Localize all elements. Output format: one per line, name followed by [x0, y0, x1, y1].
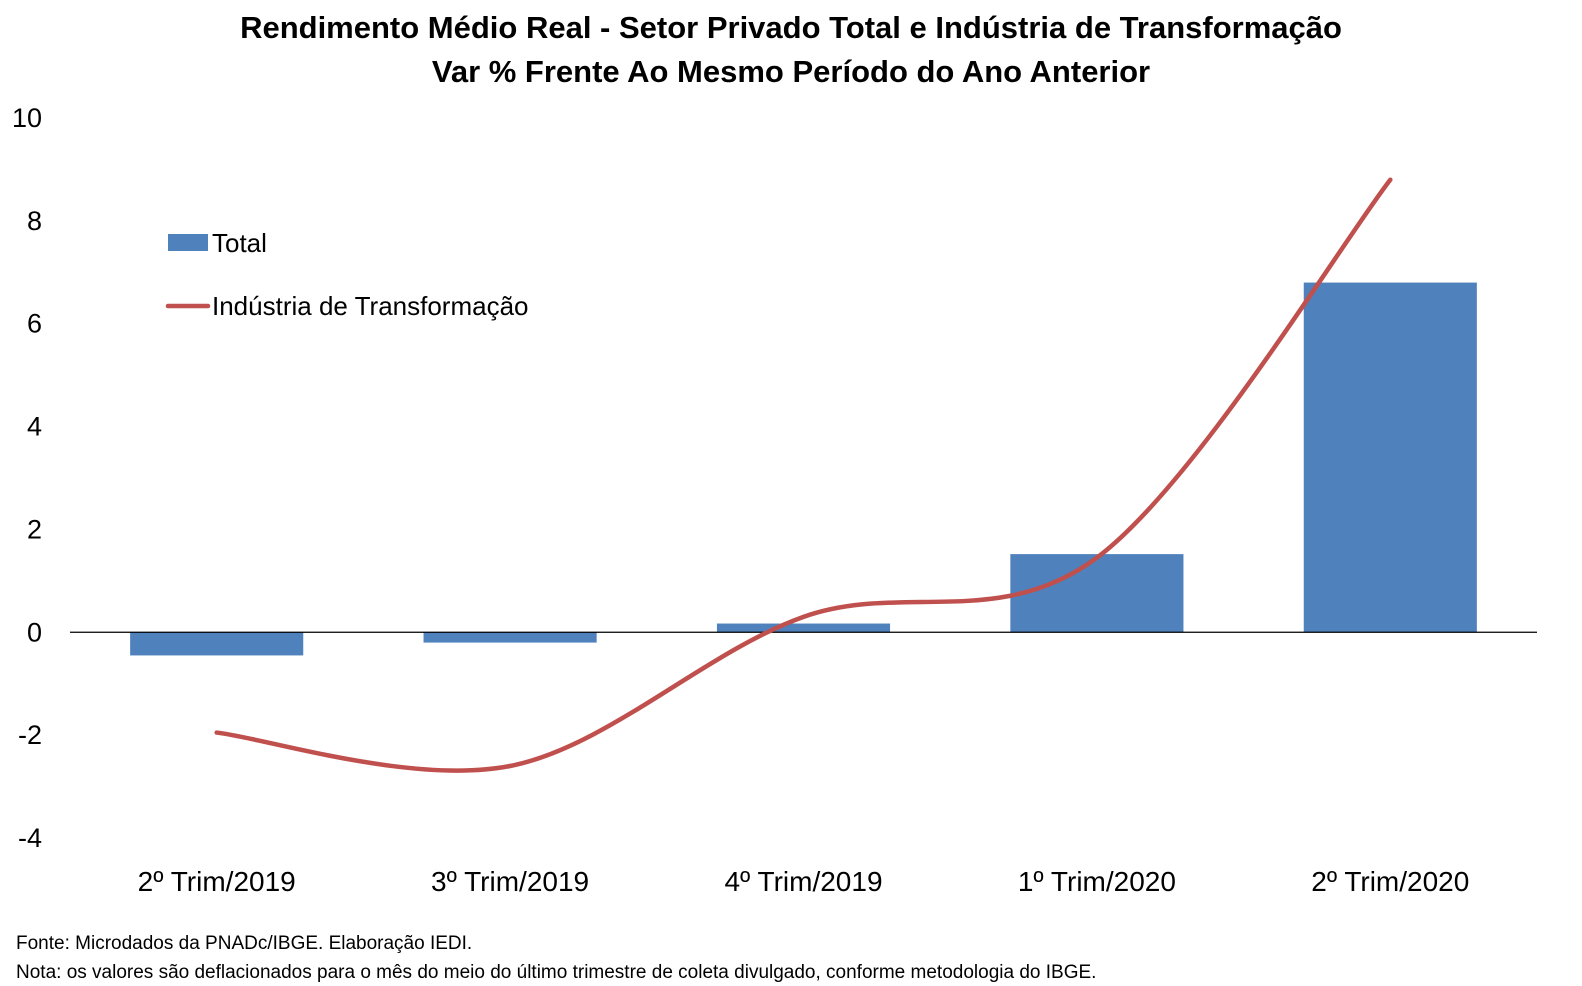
y-tick-label: 6 [27, 309, 42, 339]
legend-label-industria: Indústria de Transformação [212, 291, 529, 321]
chart-subtitle: Var % Frente Ao Mesmo Período do Ano Ant… [431, 54, 1151, 89]
x-tick-label: 2º Trim/2020 [1311, 866, 1469, 897]
x-tick-label: 1º Trim/2020 [1018, 866, 1176, 897]
chart-title: Rendimento Médio Real - Setor Privado To… [240, 10, 1342, 45]
bar-total [716, 623, 891, 633]
footnote-note: Nota: os valores são deflacionados para … [16, 962, 1097, 983]
y-tick-label: -4 [18, 823, 42, 853]
x-tick-label: 4º Trim/2019 [724, 866, 882, 897]
x-tick-label: 2º Trim/2019 [138, 866, 296, 897]
y-tick-label: -2 [18, 720, 42, 750]
y-axis: -4 -2 0 2 4 6 8 10 [12, 103, 42, 853]
legend-label-total: Total [212, 228, 267, 258]
bar-total [423, 632, 597, 643]
bar-series-total [130, 282, 1477, 656]
chart-plot: -4 -2 0 2 4 6 8 10 2º Trim/2019 3º Trim/2019 4º T… [12, 103, 1537, 897]
bar-total [1010, 554, 1184, 633]
y-tick-label: 2 [27, 514, 42, 544]
line-series-industria [214, 177, 1393, 773]
bar-total [130, 632, 304, 656]
legend-swatch-total [168, 234, 208, 251]
footnote-source: Fonte: Microdados da PNADc/IBGE. Elabora… [16, 933, 473, 954]
x-axis: 2º Trim/2019 3º Trim/2019 4º Trim/2019 1º T… [138, 866, 1470, 897]
y-tick-label: 8 [27, 206, 42, 236]
x-tick-label: 3º Trim/2019 [431, 866, 589, 897]
y-tick-label: 4 [27, 412, 42, 442]
line-industria [214, 177, 1393, 773]
y-tick-label: 10 [12, 103, 42, 133]
bar-total [1303, 282, 1477, 633]
y-tick-label: 0 [27, 617, 42, 647]
legend: Total Indústria de Transformação [165, 228, 529, 321]
